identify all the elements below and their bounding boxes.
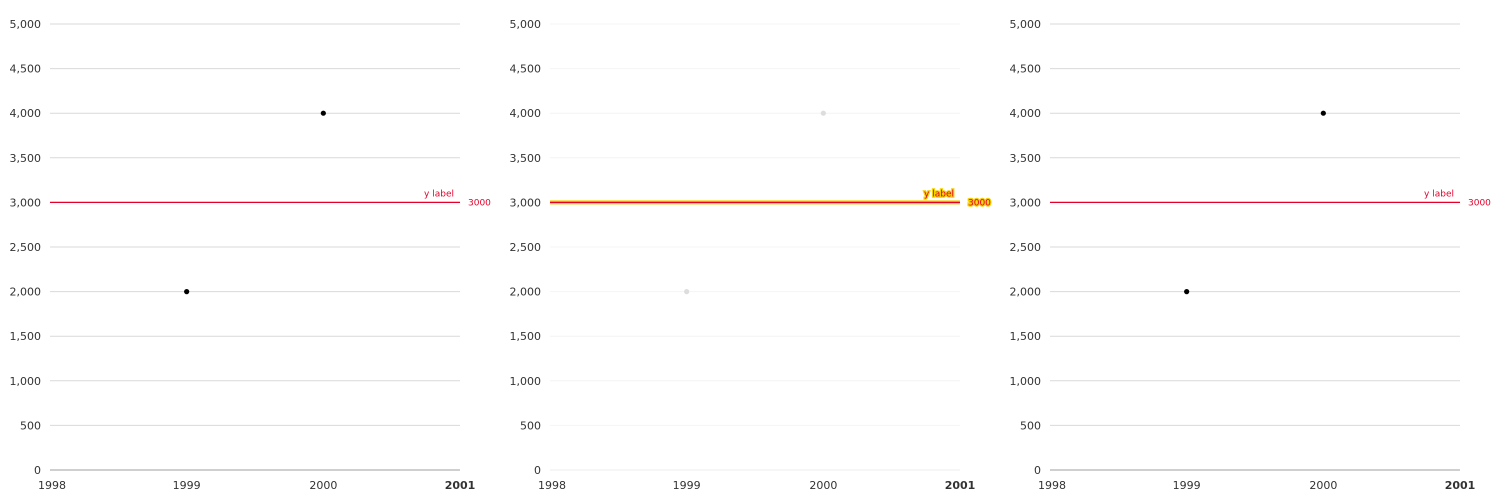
y-tick-label: 3,000	[10, 196, 42, 209]
reference-line-value: 3000	[968, 198, 991, 208]
y-tick-label: 1,000	[510, 375, 542, 388]
y-tick-label: 1,500	[10, 330, 42, 343]
x-tick-label: 1999	[673, 479, 701, 492]
x-tick-label: 2000	[809, 479, 837, 492]
chart-panel-center: 0 500 1,000 1,500 2,000 2,500 3,000 3,500 4,000 4…	[510, 18, 993, 492]
data-point	[684, 289, 690, 295]
data-point	[820, 110, 826, 116]
y-tick-label: 3,500	[1010, 152, 1042, 165]
y-tick-label: 4,000	[510, 107, 542, 120]
x-tick-label: 2000	[309, 479, 337, 492]
reference-line-label: y label	[924, 189, 954, 199]
reference-line-label-halo: y label	[924, 189, 954, 199]
y-tick-label: 3,000	[1010, 196, 1042, 209]
chart-panel-left: 0 500 1,000 1,500 2,000 2,500 3,000 3,500 4,000 4…	[10, 18, 492, 492]
y-tick-label: 1,500	[510, 330, 542, 343]
x-tick-label: 1999	[1173, 479, 1201, 492]
x-tick-label: 2001	[945, 479, 976, 492]
reference-line-value: 3000	[468, 198, 491, 208]
y-tick-label: 0	[1034, 464, 1041, 477]
y-tick-label: 4,000	[10, 107, 42, 120]
data-point	[320, 110, 326, 116]
x-tick-label: 1998	[538, 479, 566, 492]
y-tick-label: 4,000	[1010, 107, 1042, 120]
y-tick-label: 500	[520, 419, 541, 432]
x-tick-label: 2000	[1309, 479, 1337, 492]
y-tick-label: 500	[20, 419, 41, 432]
y-tick-label: 2,000	[10, 286, 42, 299]
data-point	[184, 289, 190, 295]
y-tick-label: 3,500	[510, 152, 542, 165]
y-tick-label: 1,000	[1010, 375, 1042, 388]
y-tick-label: 5,000	[1010, 18, 1042, 31]
y-tick-label: 2,500	[10, 241, 42, 254]
y-tick-label: 2,000	[510, 286, 542, 299]
chart-panel-right: 0 500 1,000 1,500 2,000 2,500 3,000 3,500 4,000 4…	[1010, 18, 1492, 492]
y-tick-label: 4,500	[10, 63, 42, 76]
reference-line-label: y label	[1424, 189, 1454, 199]
x-tick-label: 1998	[38, 479, 66, 492]
y-tick-label: 2,500	[1010, 241, 1042, 254]
data-point	[1320, 110, 1326, 116]
y-tick-label: 3,000	[510, 196, 542, 209]
reference-line-value-halo: 3000	[968, 198, 991, 208]
y-tick-label: 500	[1020, 419, 1041, 432]
x-tick-label: 2001	[445, 479, 476, 492]
y-tick-label: 1,500	[1010, 330, 1042, 343]
data-point	[1184, 289, 1190, 295]
y-tick-label: 0	[534, 464, 541, 477]
y-tick-label: 4,500	[1010, 63, 1042, 76]
y-tick-label: 1,000	[10, 375, 42, 388]
x-tick-label: 1999	[173, 479, 201, 492]
x-tick-label: 2001	[1445, 479, 1476, 492]
y-tick-label: 2,000	[1010, 286, 1042, 299]
reference-line-label: y label	[424, 189, 454, 199]
y-tick-label: 0	[34, 464, 41, 477]
y-tick-label: 3,500	[10, 152, 42, 165]
y-tick-label: 5,000	[10, 18, 42, 31]
x-tick-label: 1998	[1038, 479, 1066, 492]
reference-line-value: 3000	[1468, 198, 1491, 208]
y-tick-label: 2,500	[510, 241, 542, 254]
y-tick-label: 5,000	[510, 18, 542, 31]
y-tick-label: 4,500	[510, 63, 542, 76]
